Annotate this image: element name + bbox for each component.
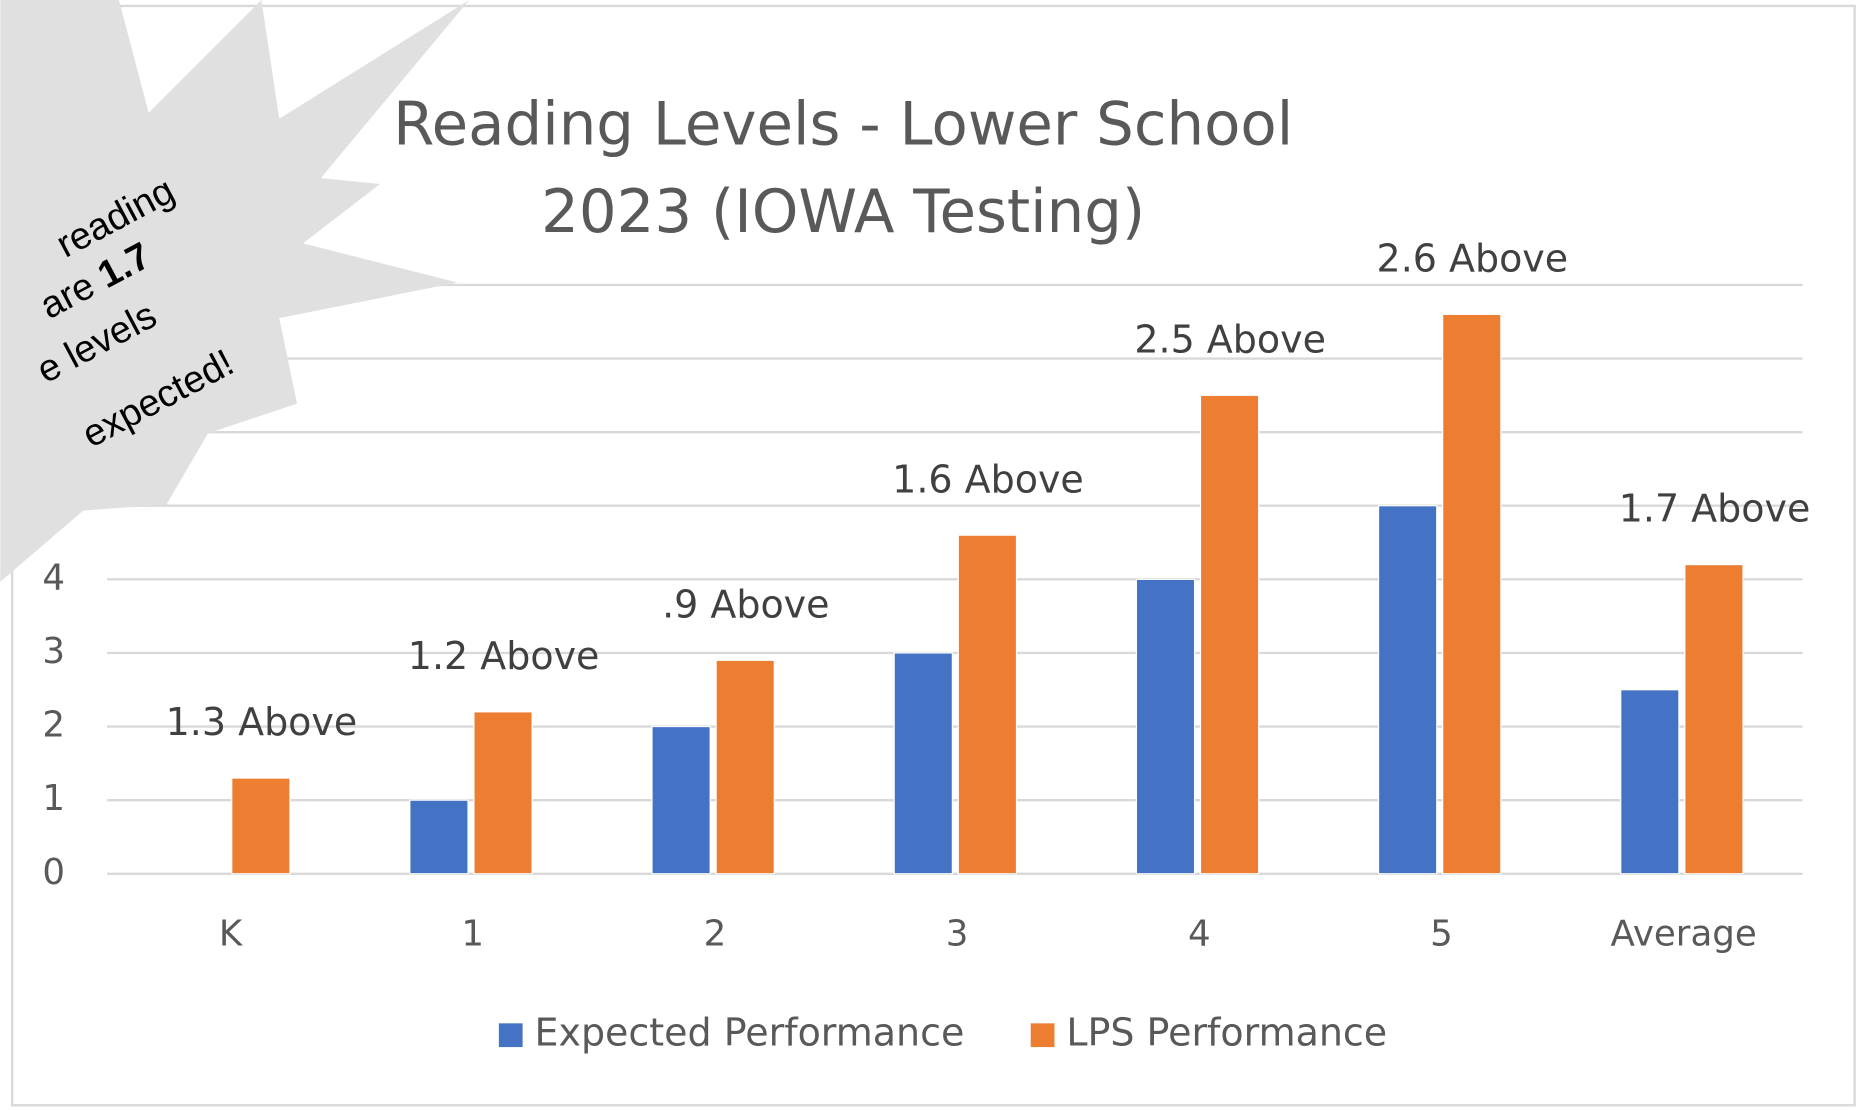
- data-annotation: 1.3 Above: [166, 700, 358, 744]
- y-tick-label: 4: [42, 557, 65, 598]
- bar: [409, 799, 469, 875]
- bar: [957, 534, 1018, 875]
- bar: [1377, 505, 1438, 875]
- x-tick-label: K: [219, 913, 244, 954]
- callout: reading are 1.7 e levels expected!: [0, 0, 470, 582]
- bar: [231, 777, 291, 875]
- data-annotation: .9 Above: [662, 582, 829, 626]
- bar: [893, 652, 953, 875]
- bar: [1684, 564, 1744, 875]
- y-tick-label: 1: [42, 778, 65, 819]
- legend-label: Expected Performance: [534, 1011, 964, 1055]
- bar: [1199, 394, 1260, 875]
- bar: [1135, 578, 1196, 875]
- data-annotation: 1.6 Above: [892, 457, 1084, 501]
- x-tick-label: 3: [946, 913, 969, 954]
- data-annotation: 1.2 Above: [408, 634, 600, 678]
- starburst: [0, 0, 470, 582]
- y-tick-label: 3: [42, 631, 65, 672]
- bar: [1620, 689, 1680, 875]
- bar: [473, 711, 533, 875]
- x-tick-label: Average: [1611, 913, 1757, 954]
- data-annotation: 2.6 Above: [1377, 236, 1569, 280]
- y-tick-label: 0: [42, 852, 65, 893]
- chart-title: Reading Levels - Lower School: [393, 89, 1293, 158]
- x-tick-label: 1: [461, 913, 484, 954]
- data-annotation: 1.7 Above: [1619, 487, 1811, 531]
- x-tick-label: 5: [1430, 913, 1453, 954]
- x-tick-label: 2: [704, 913, 727, 954]
- bar: [651, 725, 711, 875]
- chart-title: 2023 (IOWA Testing): [541, 177, 1145, 246]
- legend-label: LPS Performance: [1066, 1011, 1387, 1055]
- x-tick-label: 4: [1188, 913, 1211, 954]
- y-tick-label: 2: [42, 705, 65, 746]
- bar: [1442, 313, 1502, 875]
- legend-swatch: [498, 1023, 523, 1048]
- bar: [715, 659, 775, 875]
- legend-swatch: [1030, 1023, 1055, 1048]
- data-annotation: 2.5 Above: [1134, 317, 1326, 361]
